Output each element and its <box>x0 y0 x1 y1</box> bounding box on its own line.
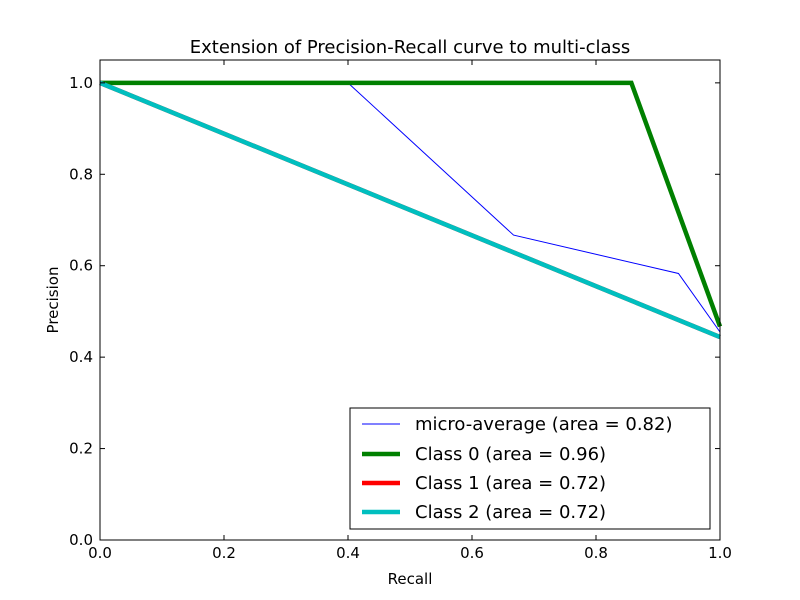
y-tick-label-2: 0.4 <box>69 348 93 366</box>
legend-frame <box>349 407 711 530</box>
x-tick-label-3: 0.6 <box>460 544 484 562</box>
x-tick-label-2: 0.4 <box>336 544 360 562</box>
x-tick-label-1: 0.2 <box>212 544 236 562</box>
y-tick-label-0: 0.0 <box>69 531 93 549</box>
series-line-1 <box>100 80 723 328</box>
y-tick-label-3: 0.6 <box>69 257 93 275</box>
legend-label-1: Class 0 (area = 0.96) <box>415 444 606 465</box>
y-tick-label-5: 1.0 <box>69 74 93 92</box>
chart-title: Extension of Precision-Recall curve to m… <box>190 37 631 58</box>
y-axis-title: Precision <box>44 267 62 334</box>
series-layer <box>99 80 723 340</box>
legend-items: micro-average (area = 0.82) Class 0 (area… <box>362 414 672 523</box>
legend-label-0: micro-average (area = 0.82) <box>415 414 672 435</box>
legend-label-2: Class 1 (area = 0.72) <box>415 473 606 494</box>
legend-label-3: Class 2 (area = 0.72) <box>415 502 606 523</box>
y-tick-labels: 0.0 0.2 0.4 0.6 0.8 1.0 <box>69 74 93 549</box>
x-tick-label-0: 0.0 <box>88 544 112 562</box>
x-axis-title: Recall <box>388 570 433 588</box>
series-line-3 <box>99 80 721 340</box>
y-tick-label-1: 0.2 <box>69 440 93 458</box>
y-tick-label-4: 0.8 <box>69 165 93 183</box>
axes-frame <box>99 59 721 541</box>
x-tick-labels: 0.0 0.2 0.4 0.6 0.8 1.0 <box>88 544 732 562</box>
legend: micro-average (area = 0.82) Class 0 (area… <box>349 407 711 530</box>
x-tick-label-4: 0.8 <box>584 544 608 562</box>
x-tick-label-5: 1.0 <box>708 544 732 562</box>
